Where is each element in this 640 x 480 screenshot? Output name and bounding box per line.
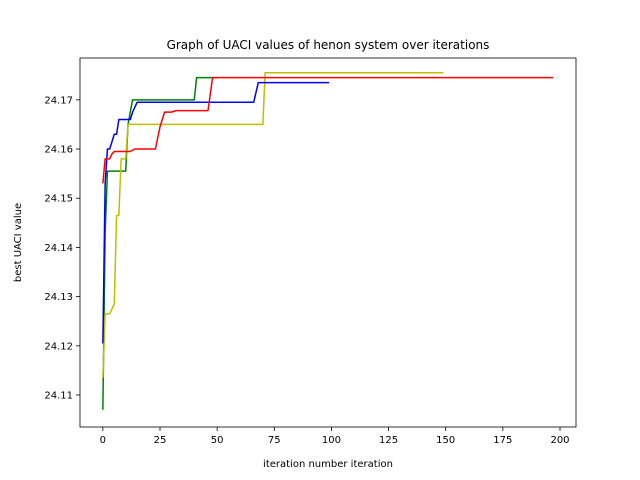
- y-tick-label: 24.13: [44, 292, 73, 303]
- x-tick-label: 75: [268, 435, 281, 446]
- y-axis-label: best UACI value: [13, 203, 24, 282]
- x-tick-label: 150: [436, 435, 455, 446]
- series-line-4: [102, 76, 554, 184]
- x-tick-label: 125: [379, 435, 398, 446]
- x-tick-label: 0: [100, 435, 106, 446]
- x-tick-label: 50: [211, 435, 224, 446]
- x-axis-label: iteration number iteration: [263, 459, 393, 470]
- y-tick-label: 24.12: [44, 341, 73, 352]
- x-tick-label: 200: [550, 435, 569, 446]
- plot-frame: [79, 57, 577, 428]
- x-tick-label: 100: [322, 435, 341, 446]
- y-tick-label: 24.14: [44, 243, 73, 254]
- series-line-3: [102, 81, 330, 344]
- y-tick-label: 24.15: [44, 194, 73, 205]
- y-tick-label: 24.16: [44, 145, 73, 156]
- y-tick-label: 24.11: [44, 391, 73, 402]
- series-line-2: [102, 72, 444, 378]
- x-tick-label: 175: [493, 435, 512, 446]
- x-tick-label: 25: [154, 435, 167, 446]
- series-lines: [102, 72, 554, 410]
- y-tick-label: 24.17: [44, 95, 73, 106]
- x-axis-ticks: 0 25 50 75 100 125 150 175 200: [100, 427, 570, 446]
- chart-title: Graph of UACI values of henon system ove…: [167, 38, 490, 52]
- y-axis-ticks: 24.11 24.12 24.13 24.14 24.15 24.16 24.17: [44, 95, 80, 402]
